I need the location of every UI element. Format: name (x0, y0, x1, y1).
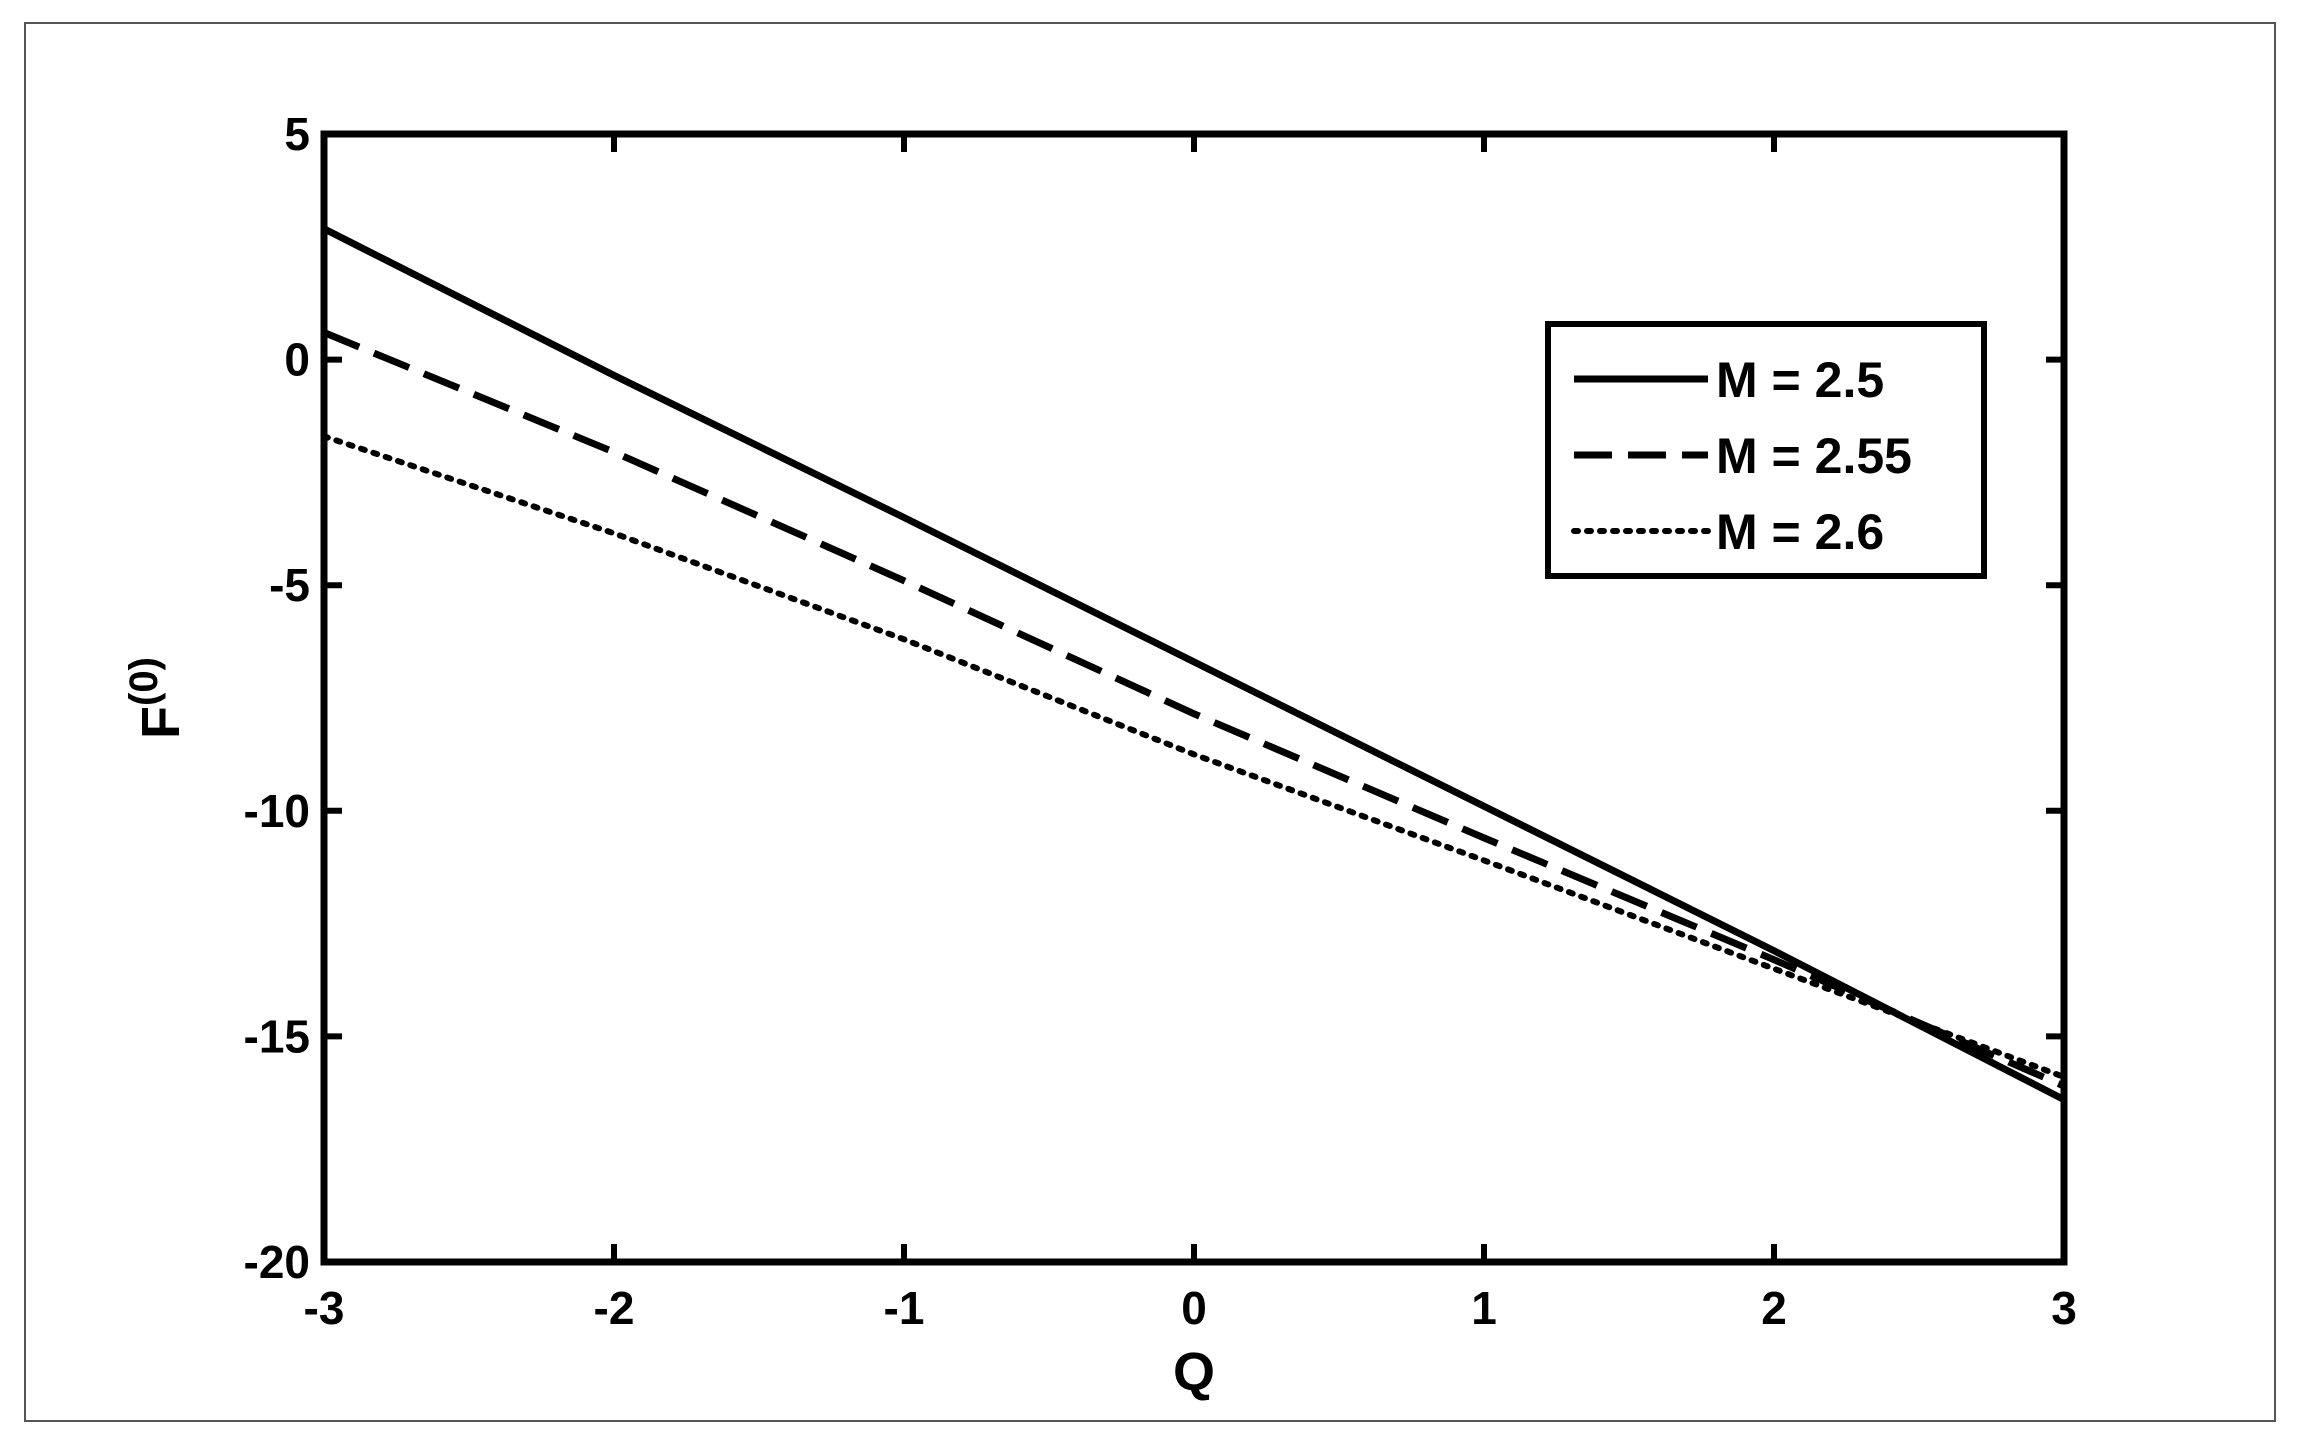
legend: M = 2.5 M = 2.55 M = 2.6 (1545, 321, 1987, 579)
x-tick-label: 2 (1761, 1282, 1787, 1334)
y-axis-label-base: F (131, 706, 191, 739)
y-tick-label: -10 (244, 785, 310, 837)
x-tick-label: 0 (1181, 1282, 1207, 1334)
y-axis-label-superscript: (0) (122, 657, 166, 706)
y-tick-label: -5 (269, 559, 310, 611)
y-tick-labels: 5 0 -5 -10 -15 -20 (244, 108, 310, 1288)
plot-area (320, 130, 2068, 1266)
x-tick-label: -3 (304, 1282, 345, 1334)
x-tick-label: -2 (594, 1282, 635, 1334)
figure-frame: -3 -2 -1 0 1 2 3 5 0 -5 -10 -15 -20 Q F(0) M = 2.5 M… (24, 22, 2276, 1422)
x-tick-label: 1 (1471, 1282, 1497, 1334)
x-axis-label: Q (1173, 1342, 1215, 1402)
legend-box (1545, 321, 1987, 579)
y-tick-label: 5 (284, 108, 310, 160)
y-tick-label: -20 (244, 1236, 310, 1288)
series-line-2 (322, 329, 2066, 1090)
legend-label-2: M = 2.55 (1716, 428, 1912, 484)
y-tick-label: 0 (284, 334, 310, 386)
line-chart: -3 -2 -1 0 1 2 3 50-5-10-15-20 Q F(0) M = 2.5M… (122, 108, 2077, 1402)
legend-label-3: M = 2.6 (1716, 504, 1884, 560)
series-line-3 (321, 433, 2067, 1080)
legend-label-1: M = 2.5 (1716, 352, 1884, 408)
series-line-1 (322, 225, 2066, 1103)
axis-ticks (321, 131, 2067, 1265)
x-tick-label: -1 (884, 1282, 925, 1334)
series-lines (321, 225, 2067, 1103)
x-tick-label: 3 (2051, 1282, 2077, 1334)
y-axis-label: F(0) (122, 657, 191, 739)
x-tick-labels: -3 -2 -1 0 1 2 3 (304, 1282, 2077, 1334)
y-tick-label: -15 (244, 1010, 310, 1062)
